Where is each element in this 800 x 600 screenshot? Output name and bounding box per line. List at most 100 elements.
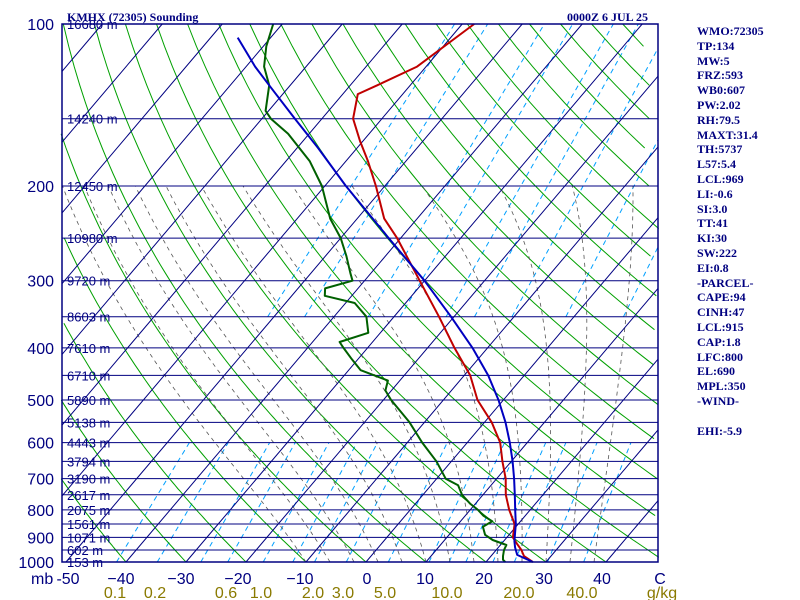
isotherm-line — [605, 500, 659, 563]
dry-adiabat-line — [63, 323, 247, 563]
isotherm-line — [61, 23, 463, 497]
isotherm-line — [545, 429, 659, 563]
dry-adiabat-line — [342, 23, 654, 366]
index-line: MAXT:31.4 — [697, 127, 758, 142]
mixing-ratio-tick-label: 0.1 — [104, 585, 126, 600]
mixing-ratio-line — [367, 23, 545, 317]
mixing-ratio-line — [547, 442, 598, 563]
moist-adiabat-line — [165, 185, 403, 563]
height-label: 8603 m — [67, 310, 110, 325]
isotherm-line — [61, 23, 163, 143]
pressure-unit-label: mb — [31, 571, 53, 588]
index-line: LFC:800 — [697, 349, 743, 364]
index-line: TT:41 — [697, 216, 729, 231]
mixing-ratio-line — [227, 442, 296, 563]
index-line: EHI:-5.9 — [697, 423, 742, 438]
index-line: LCL:915 — [697, 319, 744, 334]
temperature-tick-label: 30 — [535, 571, 553, 588]
index-line: CAPE:94 — [697, 290, 746, 305]
pressure-tick-label: 600 — [27, 436, 54, 453]
index-line: EL:690 — [697, 364, 736, 379]
mixing-ratio-line — [428, 442, 487, 563]
pressure-tick-label: 100 — [27, 17, 54, 34]
mixing-ratio-tick-label: 0.6 — [215, 585, 237, 600]
index-line: WMO:72305 — [697, 24, 764, 38]
height-label: 5890 m — [67, 393, 110, 408]
moist-adiabat-line — [242, 185, 451, 563]
mixing-ratio-line — [314, 442, 378, 563]
dry-adiabat-line — [311, 23, 659, 406]
isotherm-line — [425, 288, 659, 563]
index-line: TH:5737 — [697, 142, 743, 157]
isotherm-line — [61, 23, 283, 285]
height-label: 9720 m — [67, 274, 110, 289]
pressure-tick-label: 300 — [27, 274, 54, 291]
height-label: 1071 m — [67, 530, 110, 545]
height-label: 7610 m — [67, 341, 110, 356]
index-line: TP:134 — [697, 38, 735, 53]
temperature-tick-label: 10 — [416, 571, 434, 588]
dry-adiabat-line — [435, 23, 651, 257]
isotherm-line — [185, 23, 643, 563]
height-label: 16680 m — [67, 17, 118, 32]
mixing-ratio-line — [492, 442, 547, 563]
height-label: 5138 m — [67, 415, 110, 430]
temperature-tick-label: −30 — [167, 571, 194, 588]
moist-adiabat-line — [499, 185, 551, 563]
isotherm-line — [65, 23, 523, 563]
mixing-ratio-tick-label: 5.0 — [374, 585, 396, 600]
mixing-ratio-line — [399, 23, 574, 317]
dry-adiabat-line — [187, 23, 660, 558]
temperature-tick-label: −40 — [107, 571, 134, 588]
mixing-ratio-tick-label: g/kg — [647, 585, 677, 600]
mixing-ratio-line — [200, 442, 271, 563]
moist-adiabat-line — [569, 185, 588, 563]
chart-series — [236, 23, 534, 563]
pressure-tick-label: 700 — [27, 472, 54, 489]
temperature-profile-line — [352, 23, 534, 563]
pressure-tick-label: 200 — [27, 179, 54, 196]
pressure-tick-label: 800 — [27, 503, 54, 520]
dry-adiabat-line — [466, 23, 660, 229]
mixing-ratio-tick-label: 2.0 — [302, 585, 324, 600]
isotherm-line — [305, 146, 659, 563]
mixing-ratio-line — [474, 23, 639, 317]
mixing-ratio-line — [513, 442, 567, 563]
index-line: CINH:47 — [697, 305, 745, 320]
dry-adiabat-line — [529, 23, 646, 149]
index-line: -WIND- — [697, 393, 739, 408]
moist-adiabat-line — [421, 185, 523, 562]
mixing-ratio-line — [262, 442, 330, 563]
dry-adiabat-line — [560, 23, 650, 120]
mixing-ratio-line — [465, 442, 521, 563]
height-label: 3794 m — [67, 454, 110, 469]
temperature-tick-label: −10 — [286, 571, 313, 588]
mixing-ratio-line — [445, 23, 614, 317]
index-line — [697, 409, 797, 424]
dry-adiabat-line — [63, 237, 307, 563]
height-label: 3190 m — [67, 472, 110, 487]
index-line: FRZ:593 — [697, 68, 743, 83]
mixing-ratio-tick-label: 20.0 — [503, 585, 534, 600]
parcel-profile-line — [236, 37, 534, 563]
mixing-ratio-line — [292, 442, 358, 563]
dry-adiabat-line — [404, 23, 657, 297]
index-line: MPL:350 — [697, 379, 746, 394]
index-line: MW:5 — [697, 53, 730, 68]
height-label: 4443 m — [67, 436, 110, 451]
temperature-tick-label: −20 — [224, 571, 251, 588]
index-line: PW:2.02 — [697, 97, 741, 112]
dewpoint-profile-line — [263, 23, 508, 563]
index-line: KI:30 — [697, 231, 727, 246]
mixing-ratio-line — [345, 442, 408, 563]
height-label: 2617 m — [67, 488, 110, 503]
mixing-ratio-tick-label: 0.2 — [144, 585, 166, 600]
mixing-ratio-tick-label: 10.0 — [431, 585, 462, 600]
height-label: 153 m — [67, 555, 103, 570]
index-line: SI:3.0 — [697, 201, 728, 216]
isotherm-line — [61, 23, 403, 426]
index-line: L57:5.4 — [697, 157, 736, 172]
mixing-ratio-tick-label: 3.0 — [332, 585, 354, 600]
